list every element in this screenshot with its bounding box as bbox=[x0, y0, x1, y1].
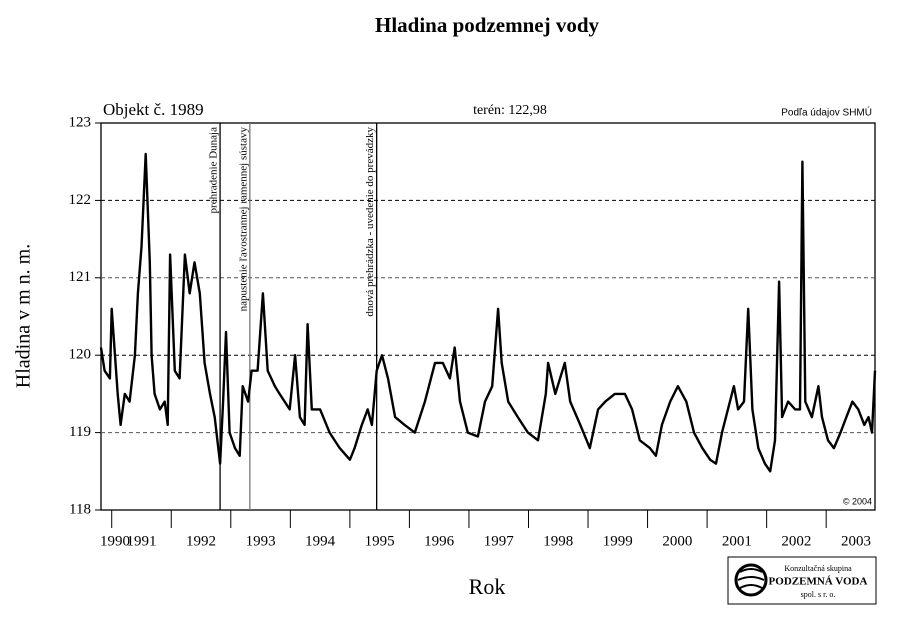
event-label: prehradenie Dunaja bbox=[208, 127, 220, 214]
x-tick-label: 2002 bbox=[781, 533, 811, 549]
plot-frame bbox=[100, 122, 876, 511]
logo-icon bbox=[734, 563, 768, 597]
x-tick-label: 2001 bbox=[722, 533, 752, 549]
y-tick-label: 122 bbox=[69, 192, 92, 208]
x-tick-label: 1995 bbox=[365, 533, 395, 549]
event-label: napustenie ľavostrannej ramennej sústavy bbox=[237, 127, 249, 312]
terrain-label: terén: 122,98 bbox=[473, 103, 547, 118]
y-tick-label: 118 bbox=[69, 501, 91, 517]
x-tick-label: 1991 bbox=[126, 533, 156, 549]
logo-text: spol. s r. o. bbox=[801, 590, 836, 599]
logo: Konzultačná skupina PODZEMNÁ VODA spol. … bbox=[727, 556, 877, 605]
x-tick-label: 1993 bbox=[246, 533, 276, 549]
x-tick-label: 1997 bbox=[484, 533, 515, 549]
x-tick-label: 1994 bbox=[305, 533, 336, 549]
chart-title: Hladina podzemnej vody bbox=[375, 13, 600, 37]
x-tick-label: 2000 bbox=[662, 533, 692, 549]
x-tick-label: 1999 bbox=[603, 533, 633, 549]
event-label: dnová prehrádzka - uvedenie do prevádzky bbox=[364, 127, 376, 317]
logo-text: PODZEMNÁ VODA bbox=[769, 576, 868, 588]
x-tick-label: 1998 bbox=[543, 533, 573, 549]
x-tick-label: 1992 bbox=[186, 533, 216, 549]
y-tick-label: 119 bbox=[69, 424, 91, 440]
logo-text: Konzultačná skupina bbox=[784, 564, 852, 573]
x-tick-label: 1990 bbox=[100, 533, 130, 549]
copyright: © 2004 bbox=[843, 496, 872, 506]
x-tick-label: 1996 bbox=[424, 533, 455, 549]
y-tick-label: 120 bbox=[69, 347, 92, 363]
y-tick-label: 123 bbox=[69, 114, 92, 130]
data-line bbox=[99, 152, 877, 473]
object-label: Objekt č. 1989 bbox=[103, 100, 204, 119]
logo-waves bbox=[737, 568, 765, 589]
y-axis-title: Hladina v m n. m. bbox=[13, 244, 35, 388]
y-tick-label: 121 bbox=[69, 269, 92, 285]
x-tick-label: 2003 bbox=[841, 533, 871, 549]
source-label: Podľa údajov SHMÚ bbox=[781, 106, 872, 119]
x-axis-title: Rok bbox=[469, 574, 506, 599]
